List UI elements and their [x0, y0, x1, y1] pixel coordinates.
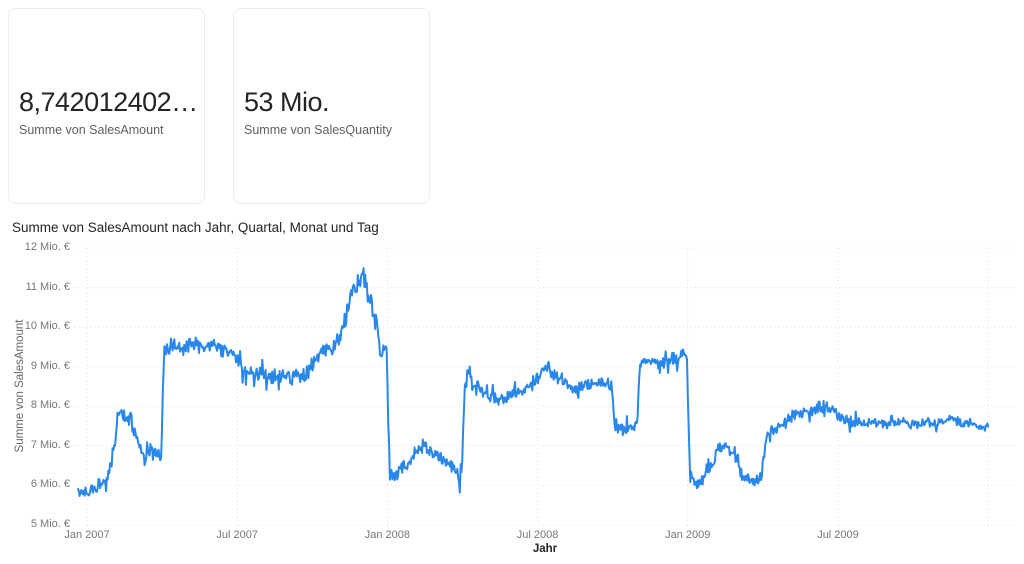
y-tick-label: 11 Mio. €: [25, 280, 70, 293]
x-tick-label: Jul 2009: [817, 529, 859, 541]
y-tick-label: 7 Mio. €: [30, 438, 70, 451]
x-axis-title: Jahr: [532, 543, 558, 555]
y-tick-label: 12 Mio. €: [24, 241, 70, 253]
y-tick-label: 8 Mio. €: [30, 399, 70, 412]
y-tick-label: 10 Mio. €: [24, 320, 70, 333]
x-tick-label: Jan 2007: [64, 529, 110, 541]
y-tick-label: 9 Mio. €: [30, 359, 70, 372]
y-axis-title: Summe von SalesAmount: [14, 319, 26, 453]
y-tick-label: 5 Mio. €: [30, 518, 70, 530]
plot-area[interactable]: [75, 242, 1016, 534]
sales-amount-line-series[interactable]: [77, 267, 990, 497]
x-tick-label: Jan 2008: [364, 529, 411, 541]
gridlines: [75, 247, 1016, 526]
x-tick-label: Jul 2008: [516, 529, 559, 541]
card-sales-amount[interactable]: 8,742012402… Summe von SalesAmount: [8, 8, 205, 204]
y-tick-label: 6 Mio. €: [30, 478, 70, 491]
card-sales-quantity[interactable]: 53 Mio. Summe von SalesQuantity: [233, 8, 430, 204]
chart-title: Summe von SalesAmount nach Jahr, Quartal…: [12, 220, 379, 235]
card-sales-amount-value: 8,742012402…: [19, 87, 198, 117]
card-sales-quantity-value: 53 Mio.: [244, 87, 330, 117]
card-sales-quantity-label: Summe von SalesQuantity: [244, 123, 392, 137]
x-tick-label: Jul 2007: [216, 529, 258, 541]
card-sales-amount-label: Summe von SalesAmount: [19, 123, 164, 137]
x-tick-label: Jan 2009: [665, 529, 711, 541]
